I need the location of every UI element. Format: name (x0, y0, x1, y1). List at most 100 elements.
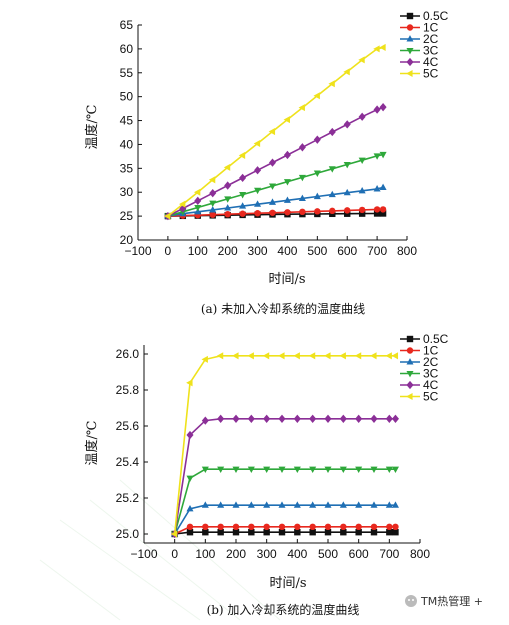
chart-b-xlabel: 时间/s (269, 576, 306, 591)
chart-a-data-point (358, 186, 366, 194)
chart-b-data-point (386, 523, 393, 530)
chart-b-xtick-label: −100 (130, 547, 157, 561)
chart-a-data-point (298, 174, 306, 182)
chart-a-without-cooling: 20 25 30 35 40 45 50 55 60 65 −100 0 100 200 300 400 500… (84, 9, 449, 316)
chart-a-data-point (268, 183, 277, 190)
chart-b-with-cooling: 25.0 25.2 25.4 25.6 25.8 26.0 −100 0 100 200 300 40… (84, 332, 449, 617)
chart-a-data-point (358, 206, 366, 214)
chart-a-ytick-label: 55 (120, 66, 134, 80)
legend-marker (406, 392, 413, 401)
chart-b-series-3C (171, 466, 399, 538)
chart-b-data-point (355, 466, 363, 474)
chart-b-data-point (232, 352, 239, 360)
chart-b-data-point (324, 352, 331, 360)
chart-a-data-point (358, 56, 365, 64)
chart-a-legend-item: 5C (400, 67, 439, 81)
chart-a-ylabel: 温度/℃ (84, 105, 100, 150)
chart-b-series-5C (170, 352, 399, 538)
chart-a-data-point (224, 196, 232, 203)
legend-label: 2C (423, 355, 439, 369)
legend-label: 5C (423, 67, 439, 81)
chart-b-data-point (340, 523, 347, 530)
chart-a-data-point (239, 210, 246, 217)
chart-a-data-point (343, 188, 351, 196)
chart-a-xtick-label: 800 (397, 244, 417, 258)
chart-a-legend-item: 4C (400, 55, 439, 69)
legend-marker (406, 47, 414, 55)
chart-a-series-line (167, 106, 384, 217)
wechat-icon (405, 595, 417, 607)
chart-b-data-point (324, 523, 332, 530)
chart-a-data-point (343, 120, 351, 129)
chart-a-series-3C (164, 151, 387, 220)
legend-label: 4C (423, 378, 439, 392)
chart-b-data-point (309, 501, 317, 508)
chart-a-data-point (298, 143, 306, 152)
chart-a-data-point (238, 151, 246, 159)
chart-b-series-line (173, 468, 396, 535)
chart-b-data-point (391, 352, 399, 360)
chart-a-ytick-label: 65 (120, 18, 134, 32)
chart-b-data-point (370, 501, 378, 508)
legend-marker (406, 69, 413, 78)
chart-a-data-point (299, 208, 306, 216)
chart-a-data-point (373, 153, 381, 160)
chart-a-data-point (224, 211, 231, 218)
chart-b-data-point (263, 523, 270, 530)
chart-a-xtick-label: 200 (218, 244, 238, 258)
chart-b-data-point (324, 501, 332, 508)
chart-b-data-point (263, 466, 271, 474)
chart-b-ytick-label: 25.6 (116, 419, 140, 433)
chart-a-data-point (373, 105, 381, 114)
watermark: TM热管理 + (405, 594, 483, 608)
chart-a-data-point (254, 166, 262, 175)
chart-b-data-point (232, 501, 240, 508)
chart-b-data-point (324, 414, 332, 423)
chart-b-data-point (355, 523, 362, 530)
chart-b-data-point (385, 352, 392, 360)
chart-b-xtick-label: 500 (318, 547, 338, 561)
chart-b-data-point (309, 414, 317, 423)
chart-a-ytick-label: 30 (120, 185, 134, 199)
chart-b-series-line (174, 531, 396, 535)
chart-a-ytick-label: 60 (120, 42, 134, 56)
chart-b-caption: (b) 加入冷却系统的温度曲线 (207, 602, 360, 617)
chart-a-data-point (283, 116, 291, 124)
chart-a-xtick-label: 300 (248, 244, 268, 258)
chart-b-data-point (247, 466, 255, 474)
chart-a-xtick-label: 0 (165, 244, 172, 258)
chart-a-xtick-label: 400 (277, 244, 297, 258)
chart-a-data-point (298, 104, 305, 112)
chart-b-data-point (186, 504, 194, 512)
chart-b-data-point (391, 501, 399, 508)
legend-label: 3C (423, 367, 439, 381)
chart-a-data-point (224, 181, 232, 190)
chart-b-legend-item: 0.5C (400, 332, 449, 346)
chart-a-data-point (298, 194, 306, 201)
chart-a-data-point (314, 208, 321, 215)
chart-b-data-point (391, 414, 399, 423)
chart-a-data-point (193, 188, 201, 196)
legend-label: 2C (423, 32, 439, 46)
chart-b-data-point (355, 529, 362, 536)
chart-b-data-point (339, 466, 347, 474)
chart-b-data-point (263, 529, 270, 536)
chart-a-data-point (283, 179, 291, 186)
chart-a-ytick-label: 35 (120, 161, 134, 175)
chart-b-ytick-label: 26.0 (116, 347, 140, 361)
chart-a-data-point (373, 185, 381, 192)
chart-a-data-point (194, 196, 202, 205)
chart-b-xtick-label: 200 (226, 547, 246, 561)
chart-a-data-point (224, 204, 232, 211)
chart-a-data-point (284, 209, 291, 216)
chart-b-series-line (173, 417, 396, 535)
chart-b-series-line (174, 525, 396, 535)
chart-b-data-point (339, 414, 347, 423)
chart-b-data-point (262, 352, 270, 360)
chart-a-data-point (239, 192, 247, 199)
chart-a-data-point (268, 198, 277, 205)
chart-a-legend-item: 3C (400, 44, 439, 58)
legend-marker (406, 380, 414, 390)
chart-b-ytick-label: 25.0 (116, 527, 140, 541)
legend-marker (406, 57, 414, 67)
